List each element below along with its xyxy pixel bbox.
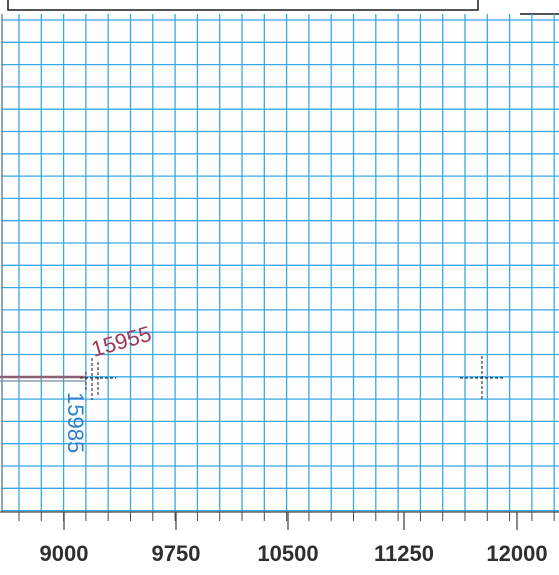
x-tick-label-9000: 9000: [40, 541, 89, 566]
top-label-box: [7, 0, 479, 11]
x-tick-label-10500: 10500: [257, 541, 318, 566]
annotation-15955: 15955: [88, 321, 154, 362]
x-tick-label-9750: 9750: [152, 541, 201, 566]
x-tick-label-12000: 12000: [486, 541, 547, 566]
crosshair-right: [460, 356, 505, 400]
x-tick-label-11250: 11250: [374, 541, 434, 566]
crosshair-left: [80, 358, 116, 400]
x-axis-ticks: [18, 512, 555, 530]
grid: [2, 14, 559, 512]
annotation-15985: 15985: [63, 392, 88, 453]
